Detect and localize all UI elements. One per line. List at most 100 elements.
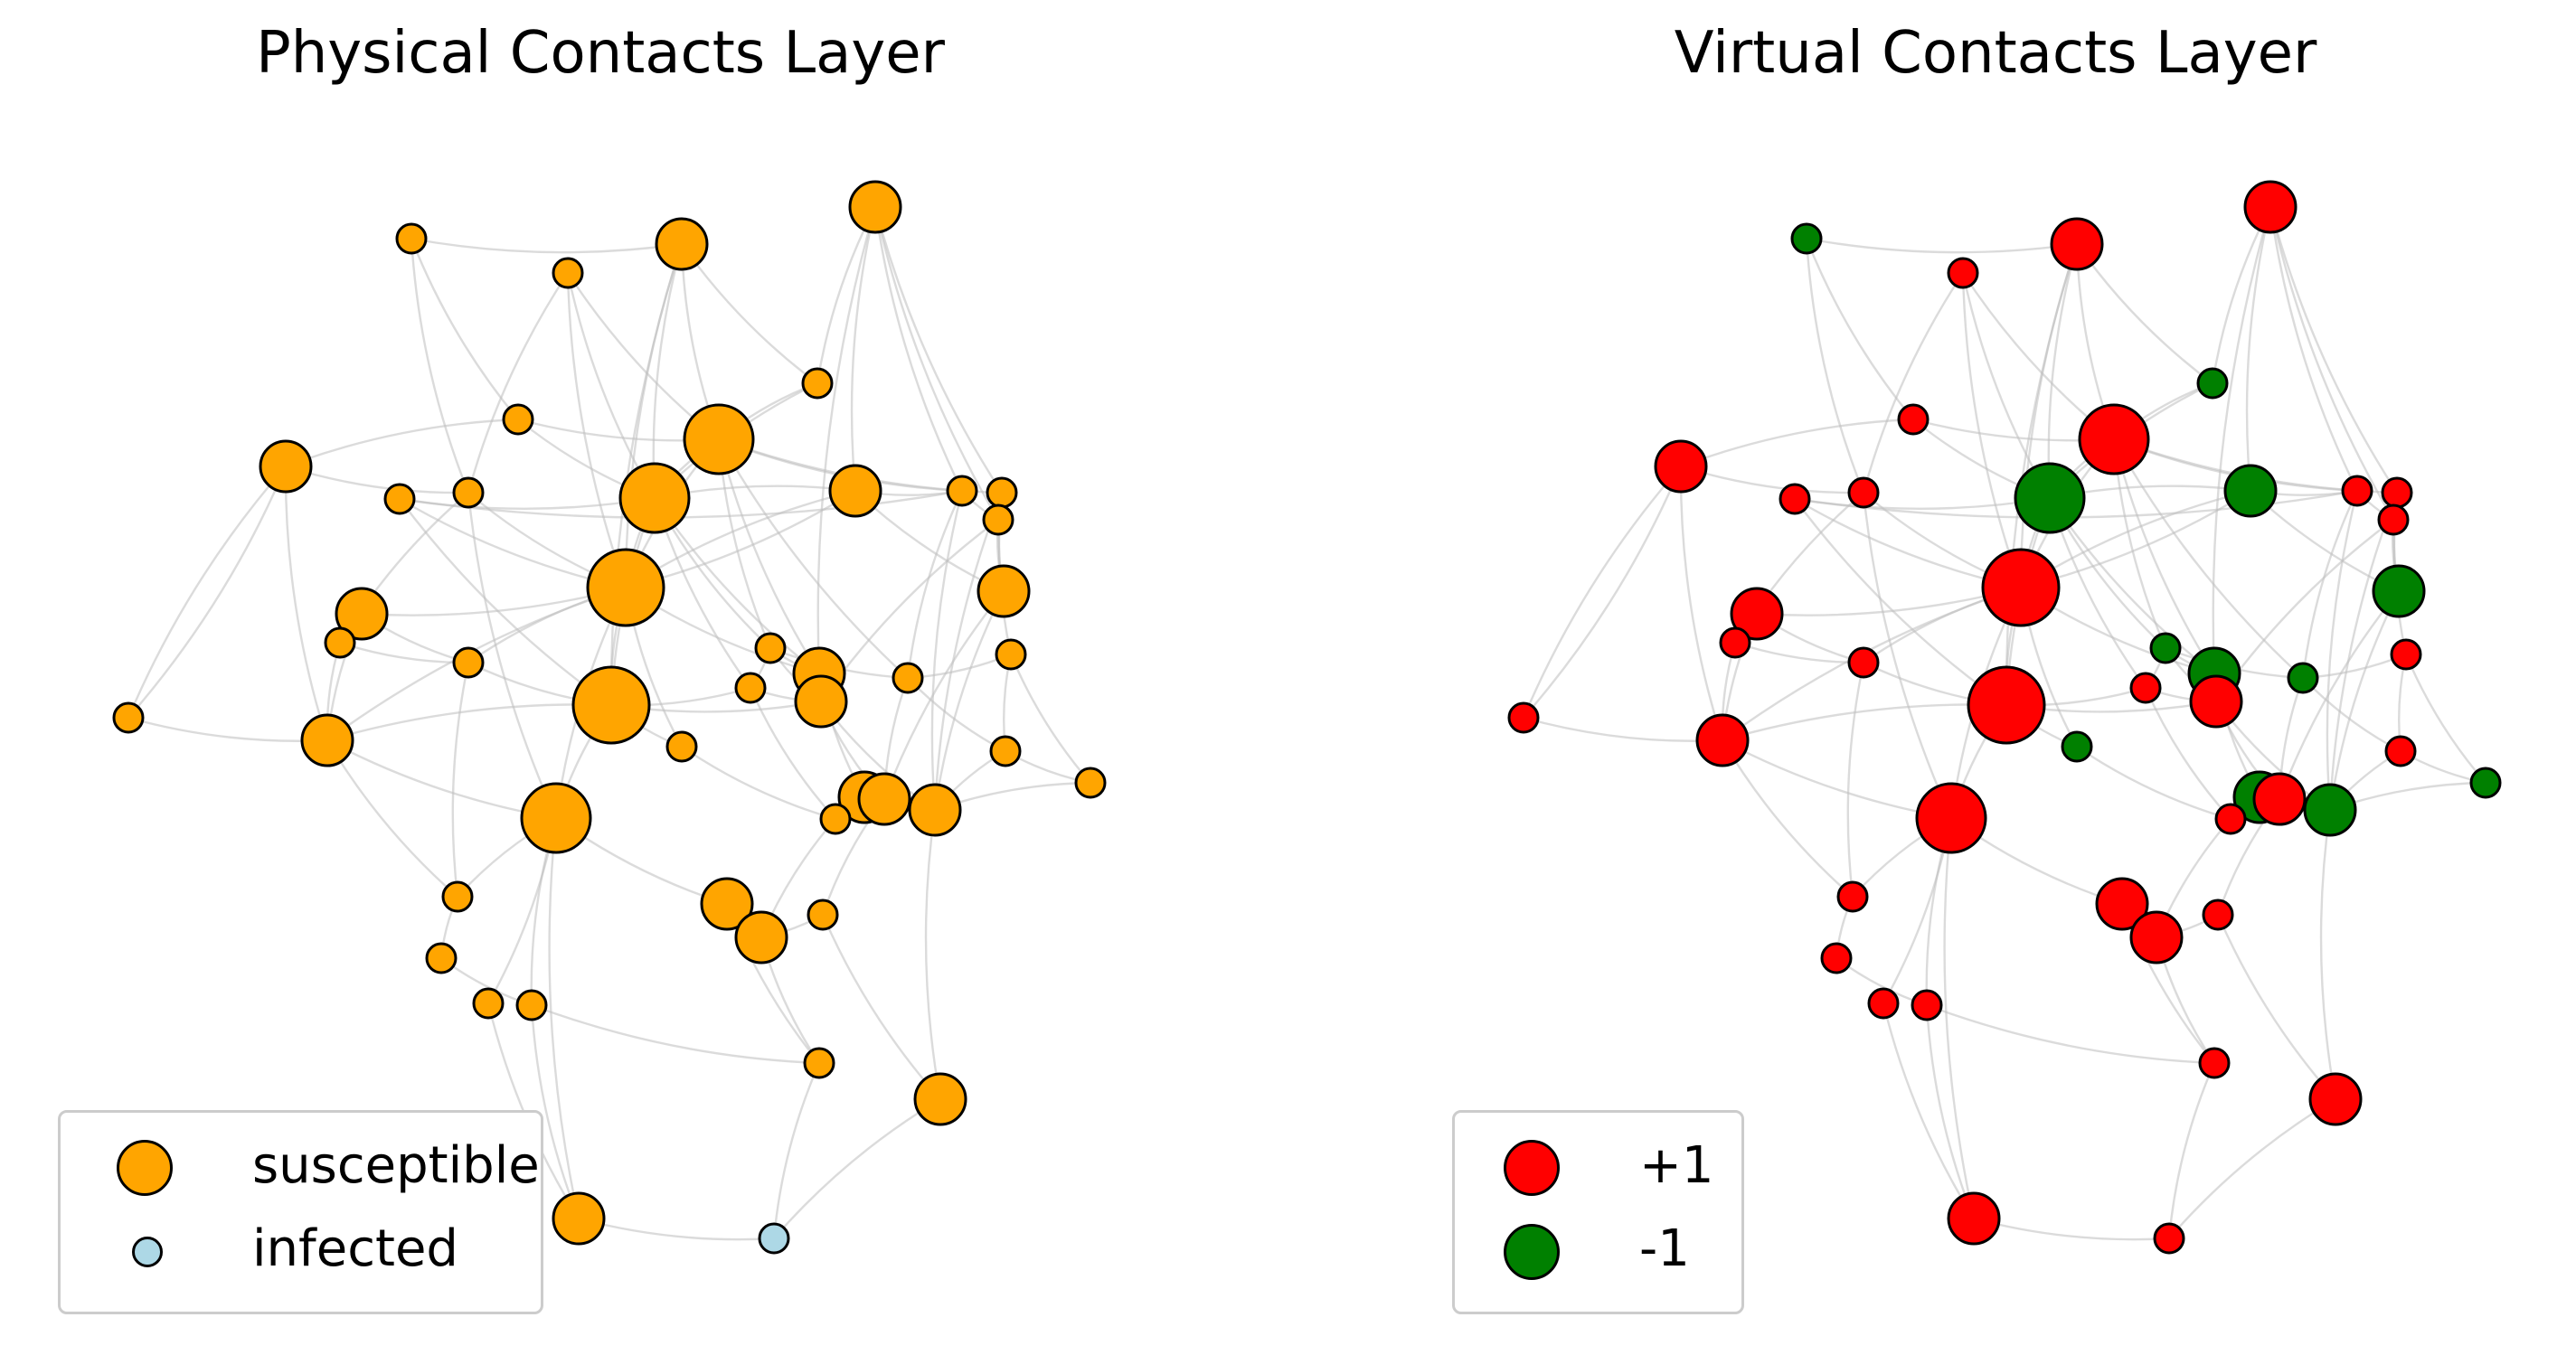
physical-edge bbox=[823, 915, 940, 1099]
plus-one-swatch bbox=[1504, 1140, 1560, 1196]
physical-edge bbox=[1011, 654, 1090, 783]
virtual-edge bbox=[1681, 466, 1864, 493]
virtual-edge bbox=[1848, 663, 1864, 897]
physical-node bbox=[892, 662, 924, 694]
virtual-node bbox=[2061, 730, 2093, 763]
virtual-edge bbox=[2218, 915, 2335, 1099]
physical-edge bbox=[548, 818, 579, 1219]
physical-edge bbox=[924, 810, 940, 1099]
physical-edge bbox=[128, 718, 327, 741]
physical-node bbox=[734, 672, 767, 704]
virtual-node bbox=[2189, 674, 2243, 729]
physical-node bbox=[324, 626, 356, 659]
susceptible-swatch bbox=[117, 1140, 173, 1196]
physical-node bbox=[552, 1191, 606, 1246]
minus-one-swatch bbox=[1504, 1224, 1560, 1280]
virtual-node bbox=[2243, 180, 2298, 234]
physical-layer-title: Physical Contacts Layer bbox=[256, 20, 945, 87]
physical-node bbox=[520, 782, 592, 854]
physical-node bbox=[794, 674, 848, 729]
virtual-legend: +1 -1 bbox=[1452, 1110, 1744, 1314]
physical-node bbox=[383, 483, 416, 515]
virtual-node bbox=[1897, 403, 1930, 436]
susceptible-label: susceptible bbox=[252, 1136, 540, 1195]
virtual-edge bbox=[1722, 740, 1853, 897]
physical-node bbox=[655, 217, 709, 271]
virtual-node bbox=[2050, 217, 2104, 271]
physical-edge bbox=[932, 491, 962, 810]
physical-edge bbox=[411, 239, 468, 493]
virtual-edge bbox=[1524, 466, 1681, 718]
virtual-edge bbox=[2213, 207, 2270, 383]
virtual-edge bbox=[1722, 740, 1951, 818]
virtual-node bbox=[2202, 899, 2234, 931]
physical-node bbox=[828, 464, 882, 518]
virtual-node bbox=[2129, 910, 2184, 964]
virtual-node bbox=[2341, 475, 2373, 507]
physical-edge bbox=[682, 747, 835, 819]
virtual-edge bbox=[1943, 818, 1974, 1219]
virtual-node bbox=[1947, 257, 1979, 289]
physical-node bbox=[515, 989, 548, 1021]
virtual-edge bbox=[2406, 654, 2486, 783]
physical-node bbox=[1074, 767, 1107, 799]
physical-node bbox=[857, 772, 911, 826]
virtual-node bbox=[1867, 987, 1900, 1020]
virtual-node bbox=[1847, 476, 1880, 509]
physical-node bbox=[803, 1047, 835, 1079]
virtual-edge bbox=[1524, 718, 1722, 741]
virtual-node bbox=[1820, 942, 1853, 974]
physical-node bbox=[571, 665, 651, 745]
physical-node bbox=[452, 646, 485, 679]
virtual-node bbox=[1654, 439, 1708, 494]
virtual-node bbox=[2469, 767, 2502, 799]
physical-node bbox=[946, 475, 978, 507]
physical-edge bbox=[468, 273, 568, 493]
physical-node bbox=[259, 439, 313, 494]
plus-one-label: +1 bbox=[1639, 1136, 1714, 1195]
virtual-node bbox=[2287, 662, 2319, 694]
physical-edge bbox=[327, 740, 556, 818]
virtual-node bbox=[2095, 877, 2149, 931]
physical-edge bbox=[532, 1005, 819, 1063]
physical-edge bbox=[935, 493, 1002, 810]
virtual-node bbox=[1695, 713, 1750, 767]
physical-node bbox=[995, 638, 1027, 671]
physical-node bbox=[913, 1072, 967, 1126]
physical-edge bbox=[128, 466, 286, 718]
physical-node bbox=[552, 257, 584, 289]
physical-edge bbox=[411, 239, 518, 419]
virtual-node bbox=[1507, 701, 1540, 734]
virtual-node bbox=[1947, 1191, 2001, 1246]
virtual-edge bbox=[1963, 273, 2050, 498]
physical-node bbox=[452, 476, 485, 509]
physical-node bbox=[986, 476, 1018, 509]
physical-node bbox=[807, 899, 839, 931]
physical-node bbox=[908, 783, 962, 837]
physical-edge bbox=[654, 244, 682, 498]
virtual-edge bbox=[1681, 466, 1722, 740]
virtual-node bbox=[2198, 1047, 2231, 1079]
physical-edge bbox=[908, 654, 1011, 678]
virtual-edge bbox=[2169, 1099, 2335, 1238]
virtual-node bbox=[2223, 464, 2278, 518]
virtual-node bbox=[2308, 1072, 2363, 1126]
virtual-node bbox=[2390, 638, 2422, 671]
physical-edge bbox=[340, 643, 468, 663]
virtual-edge bbox=[2077, 244, 2213, 383]
virtual-node bbox=[2372, 564, 2426, 618]
physical-edge bbox=[875, 207, 998, 520]
physical-edge bbox=[286, 466, 327, 740]
virtual-edge bbox=[2330, 493, 2397, 810]
virtual-node bbox=[1967, 665, 2046, 745]
physical-node bbox=[734, 910, 788, 964]
physical-node bbox=[754, 632, 787, 664]
physical-edge bbox=[568, 273, 655, 498]
virtual-node bbox=[1911, 989, 1943, 1021]
virtual-edge bbox=[2114, 439, 2303, 678]
virtual-layer-title: Virtual Contacts Layer bbox=[1674, 20, 2317, 87]
virtual-edge bbox=[1807, 239, 2077, 254]
physical-node bbox=[700, 877, 754, 931]
virtual-edge bbox=[1974, 1219, 2169, 1239]
virtual-edge bbox=[1963, 273, 2021, 588]
